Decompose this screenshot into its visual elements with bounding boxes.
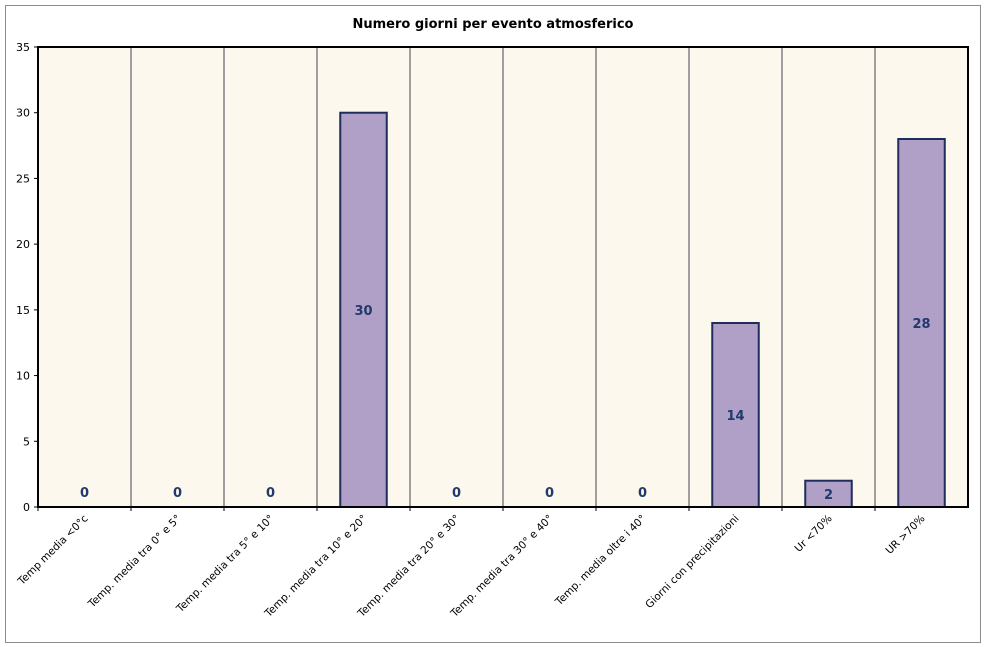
data-label: 0 <box>80 486 89 501</box>
bar <box>339 111 388 508</box>
x-tick-label: Temp. media tra 20° e 30° <box>355 513 463 621</box>
y-tick-label: 20 <box>16 238 30 251</box>
x-tick-label: Giorni con precipitazioni <box>643 513 741 611</box>
y-axis: 0 5 10 15 20 25 30 35 <box>16 41 38 514</box>
y-tick-label: 5 <box>23 435 30 448</box>
chart-title: Numero giorni per evento atmosferico <box>353 17 634 32</box>
data-label: 0 <box>638 486 647 501</box>
x-tick-label: Temp. media tra 10° e 20° <box>262 513 370 621</box>
data-label: 28 <box>912 317 930 332</box>
x-tick-label: UR >70% <box>883 513 927 557</box>
x-tick-label: Temp. media tra 30° e 40° <box>448 513 556 621</box>
data-label: 0 <box>545 486 554 501</box>
y-tick-label: 30 <box>16 107 30 120</box>
x-tick-label: Temp. media oltre i 40° <box>553 513 649 609</box>
data-label: 2 <box>824 488 833 503</box>
data-label: 14 <box>726 409 744 424</box>
y-tick-label: 10 <box>16 370 30 383</box>
y-tick-label: 0 <box>23 501 30 514</box>
x-tick-label: Temp. media tra 0° e 5° <box>85 513 183 611</box>
data-labels: 0 0 0 30 0 0 0 14 2 28 <box>80 304 931 503</box>
data-label: 0 <box>266 486 275 501</box>
bars <box>339 111 946 509</box>
x-tick-label: Ur <70% <box>793 513 835 555</box>
data-label: 0 <box>452 486 461 501</box>
bar <box>711 322 760 508</box>
x-tick-label: Temp. media tra 5° e 10° <box>174 513 277 616</box>
bar <box>897 138 946 508</box>
y-tick-label: 15 <box>16 304 30 317</box>
gridlines <box>130 47 876 507</box>
data-label: 30 <box>354 304 372 319</box>
plot-border <box>37 46 969 508</box>
y-tick-label: 35 <box>16 41 30 54</box>
x-tick-label: Temp media <0°c <box>15 512 91 588</box>
data-label: 0 <box>173 486 182 501</box>
y-tick-label: 25 <box>16 172 30 185</box>
